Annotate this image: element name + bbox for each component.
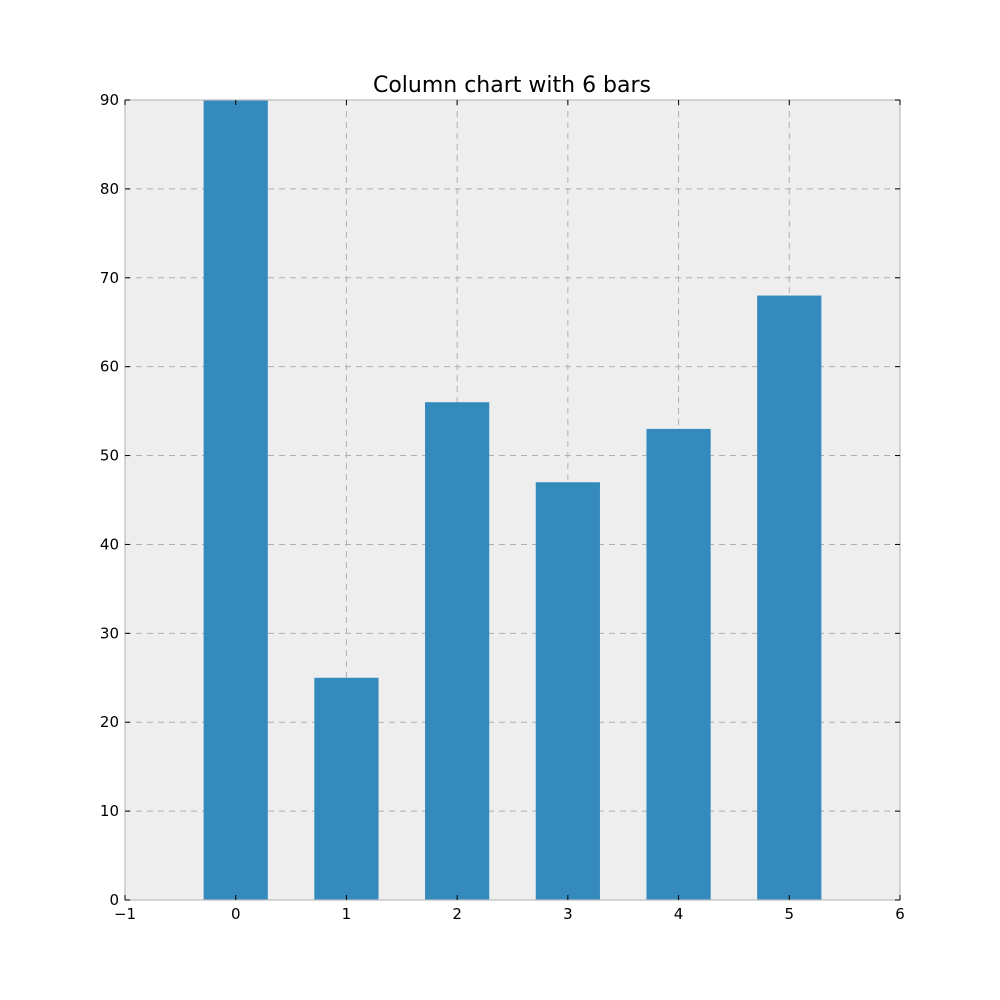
x-tick-label-0: −1: [114, 905, 136, 923]
bar-4: [646, 428, 711, 900]
y-tick-label-1: 10: [100, 802, 119, 820]
chart-title: Column chart with 6 bars: [373, 73, 651, 98]
y-tick-label-0: 0: [109, 891, 119, 909]
y-tick-label-9: 90: [100, 91, 119, 109]
bar-1: [314, 677, 379, 900]
y-tick-label-2: 20: [100, 713, 119, 731]
bar-2: [425, 402, 490, 900]
x-tick-label-3: 2: [452, 905, 462, 923]
tick-marks: [124, 99, 901, 901]
x-tick-label-2: 1: [342, 905, 352, 923]
bars: [203, 100, 822, 900]
y-tick-label-5: 50: [100, 447, 119, 465]
x-tick-label-6: 5: [785, 905, 795, 923]
y-tick-label-8: 80: [100, 180, 119, 198]
y-axis-tick-labels: 0 10 20 30 40 50 60 70 80 90: [100, 91, 119, 909]
x-axis-tick-labels: −1 0 1 2 3 4 5 6: [114, 905, 905, 923]
x-tick-label-7: 6: [895, 905, 905, 923]
y-tick-label-6: 60: [100, 358, 119, 376]
x-tick-label-4: 3: [563, 905, 573, 923]
bar-5: [757, 295, 822, 900]
axes-frame: [124, 99, 901, 901]
y-tick-label-3: 30: [100, 624, 119, 642]
y-tick-label-7: 70: [100, 269, 119, 287]
bar-0: [203, 100, 268, 900]
x-tick-label-1: 0: [231, 905, 241, 923]
bar-3: [535, 482, 600, 900]
y-tick-label-4: 40: [100, 535, 119, 553]
x-tick-label-5: 4: [674, 905, 684, 923]
